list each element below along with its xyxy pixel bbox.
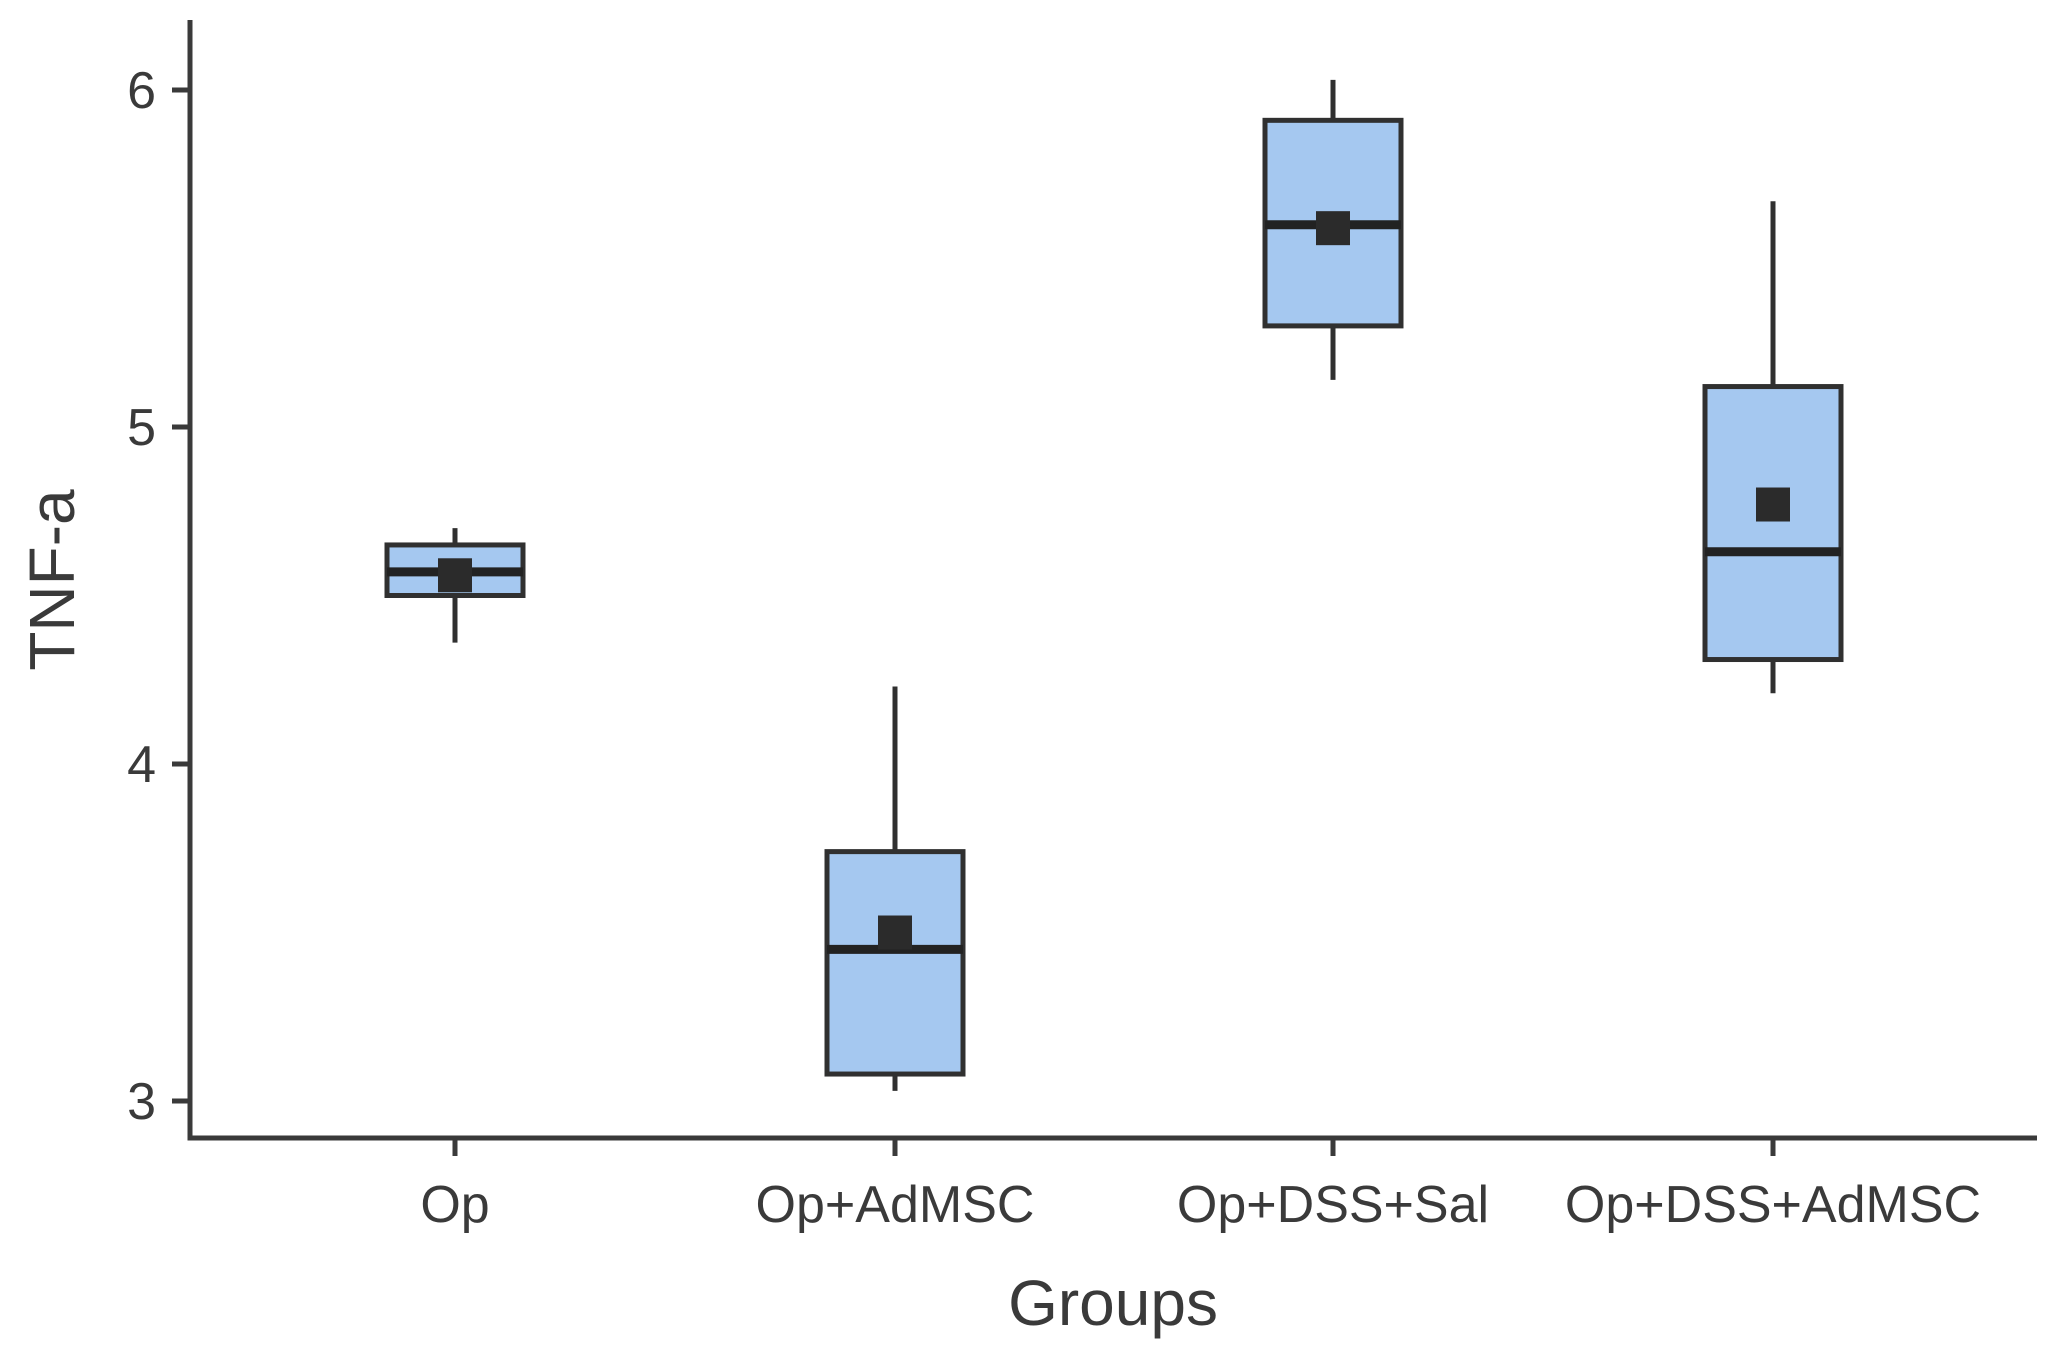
y-tick-label-5: 5 bbox=[127, 399, 156, 457]
boxplot-op bbox=[384, 528, 526, 643]
x-tick-label-op-dss-admsc: Op+DSS+AdMSC bbox=[1565, 1176, 1981, 1234]
x-tick-label-op: Op bbox=[420, 1176, 489, 1234]
x-axis-title: Groups bbox=[1008, 1267, 1218, 1339]
boxplot-op-dss-admsc bbox=[1702, 201, 1844, 694]
iqr-box bbox=[1702, 384, 1844, 663]
x-tick-label-op-admsc: Op+AdMSC bbox=[756, 1176, 1035, 1234]
mean-marker bbox=[1316, 211, 1350, 246]
y-axis-title: TNF-a bbox=[16, 489, 88, 671]
y-tick-label-3: 3 bbox=[127, 1073, 156, 1131]
mean-marker bbox=[878, 915, 912, 950]
iqr-box bbox=[824, 849, 966, 1077]
mean-marker bbox=[1756, 487, 1790, 522]
mean-marker bbox=[438, 558, 472, 593]
boxplot-op-admsc bbox=[824, 686, 966, 1091]
y-tick-label-4: 4 bbox=[127, 736, 156, 794]
x-tick-label-op-dss-sal: Op+DSS+Sal bbox=[1177, 1176, 1489, 1234]
boxplot-op-dss-sal bbox=[1262, 79, 1404, 380]
y-tick-label-6: 6 bbox=[127, 62, 156, 120]
